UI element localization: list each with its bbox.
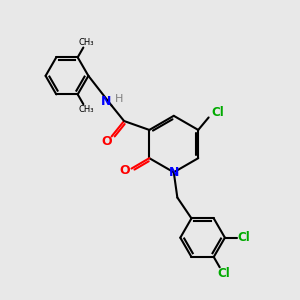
Text: N: N <box>169 166 179 179</box>
Text: H: H <box>115 94 123 104</box>
Text: Cl: Cl <box>211 106 224 118</box>
Text: Cl: Cl <box>238 231 250 244</box>
Text: Cl: Cl <box>217 267 230 280</box>
Text: N: N <box>101 95 111 109</box>
Text: CH₃: CH₃ <box>79 105 94 114</box>
Text: O: O <box>120 164 130 177</box>
Text: CH₃: CH₃ <box>79 38 94 47</box>
Text: O: O <box>101 135 112 148</box>
